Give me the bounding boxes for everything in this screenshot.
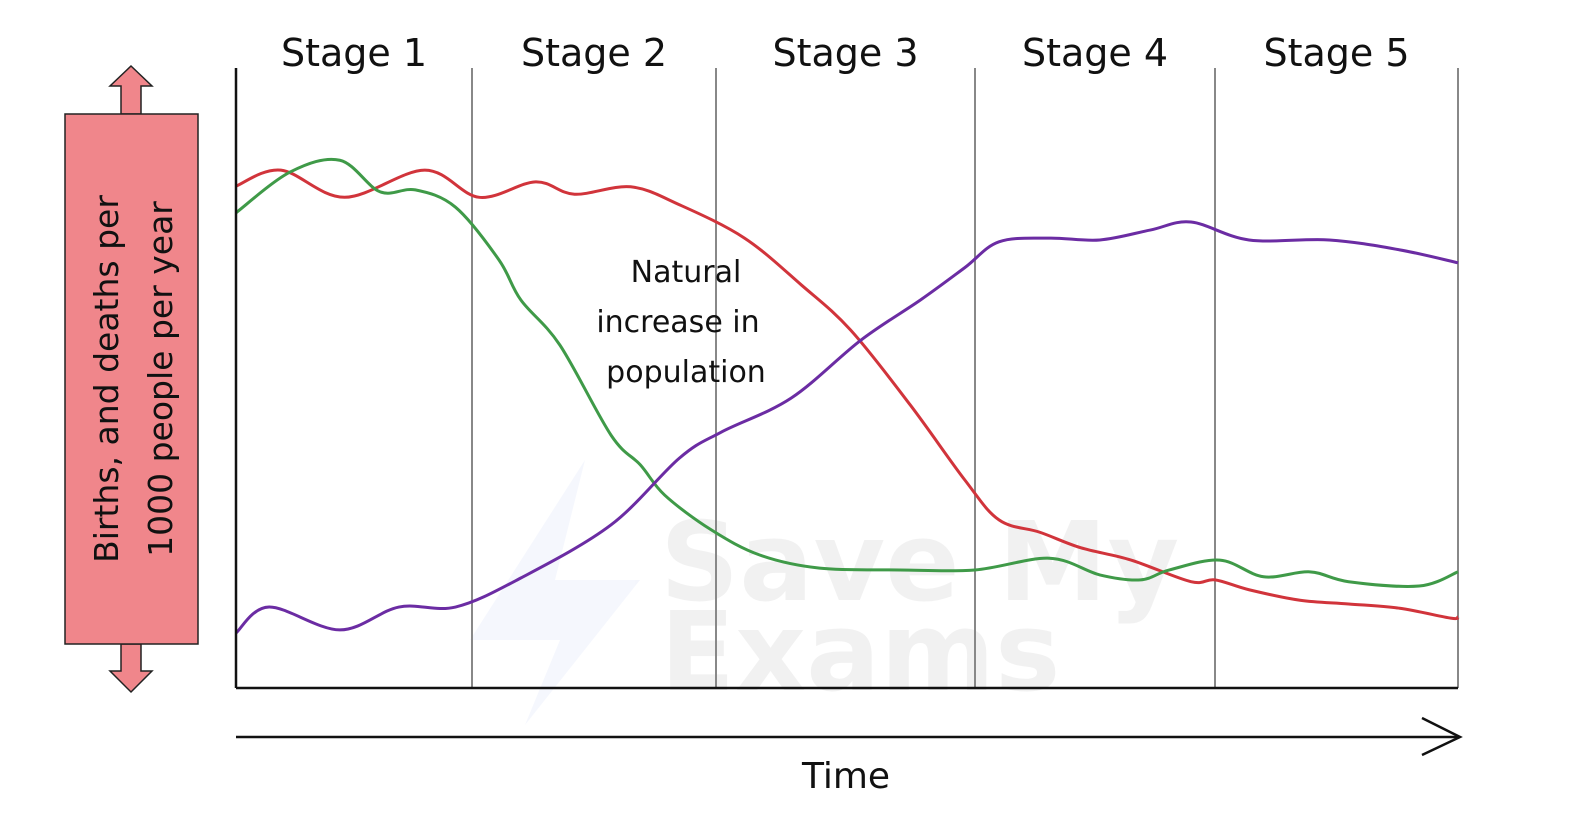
y-axis-label-line-2: 1000 people per year xyxy=(141,201,180,557)
annotation-line-1: Natural xyxy=(631,255,742,290)
stage-label: Stage 3 xyxy=(772,31,918,75)
y-axis-label-box: Births, and deaths per 1000 people per y… xyxy=(64,64,199,694)
svg-text:Save My: Save My xyxy=(660,498,1179,626)
stage-label: Stage 5 xyxy=(1263,31,1409,75)
watermark: Save My Exams xyxy=(470,460,1179,725)
death-rate-line xyxy=(235,157,1459,588)
population-line xyxy=(234,220,1459,635)
birth-rate-line xyxy=(235,168,1460,621)
x-axis-label: Time xyxy=(801,756,890,797)
y-axis-label-line-1: Births, and deaths per xyxy=(87,195,126,563)
arrow-down-icon xyxy=(108,643,154,694)
arrow-up-icon xyxy=(108,64,154,115)
svg-text:Exams: Exams xyxy=(660,588,1060,716)
time-arrow xyxy=(236,716,1463,757)
stage-label: Stage 2 xyxy=(521,31,667,75)
stage-label: Stage 1 xyxy=(281,31,427,75)
annotation-line-3: population xyxy=(606,355,766,390)
annotation-line-2: increase in xyxy=(596,305,759,340)
annotation: Natural increase in population xyxy=(596,255,765,390)
stage-label: Stage 4 xyxy=(1022,31,1168,75)
